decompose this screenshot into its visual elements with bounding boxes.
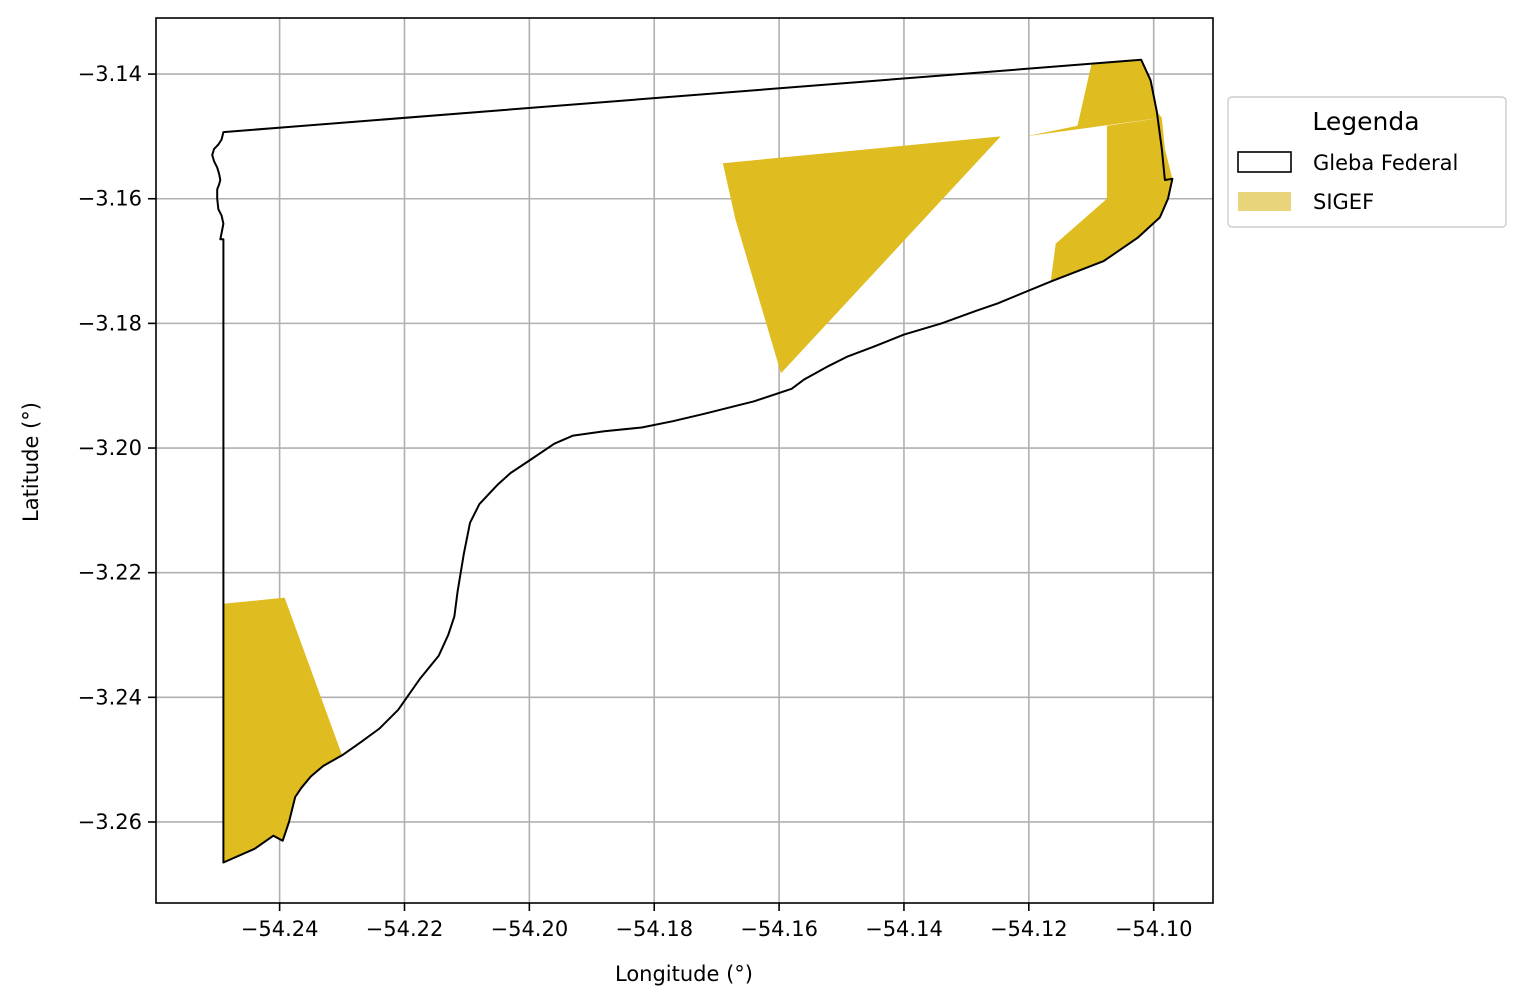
legend-title: Legenda [1312, 107, 1419, 136]
legend-box [1227, 96, 1507, 228]
legend-label-sigef: SIGEF [1313, 190, 1374, 214]
y-tick-label: −3.22 [78, 561, 142, 585]
sigef-polygon [722, 136, 1001, 374]
gleba-federal-polygon [211, 58, 1174, 864]
x-tick-label: −54.10 [1115, 917, 1193, 941]
sigef-polygon [1025, 59, 1173, 282]
y-tick-label: −3.18 [78, 311, 142, 335]
x-tick-label: −54.12 [990, 917, 1068, 941]
y-tick-label: −3.26 [78, 810, 142, 834]
y-tick-label: −3.20 [78, 436, 142, 460]
x-tick-label: −54.20 [490, 917, 568, 941]
y-tick-label: −3.16 [78, 187, 142, 211]
y-tick-label: −3.24 [78, 685, 142, 709]
x-tick-label: −54.22 [366, 917, 444, 941]
x-tick-label: −54.14 [865, 917, 943, 941]
axis-ticks: −54.24 −54.22 −54.20 −54.18 −54.16 −54.14 −54.… [78, 62, 1193, 941]
x-tick-label: −54.16 [740, 917, 818, 941]
y-tick-label: −3.14 [78, 62, 142, 86]
legend-swatch-gleba-federal [1237, 151, 1292, 173]
x-axis-title: Longitude (°) [615, 962, 753, 986]
legend: Legenda Gleba Federal SIGEF [1227, 96, 1507, 228]
x-tick-label: −54.24 [241, 917, 319, 941]
map-layers [211, 58, 1174, 864]
plot-frame [155, 17, 1214, 904]
sigef-polygon [223, 597, 343, 863]
x-tick-label: −54.18 [615, 917, 693, 941]
legend-swatch-sigef [1238, 192, 1291, 211]
y-axis-title: Latitude (°) [19, 402, 43, 522]
legend-label-gleba-federal: Gleba Federal [1313, 151, 1458, 175]
